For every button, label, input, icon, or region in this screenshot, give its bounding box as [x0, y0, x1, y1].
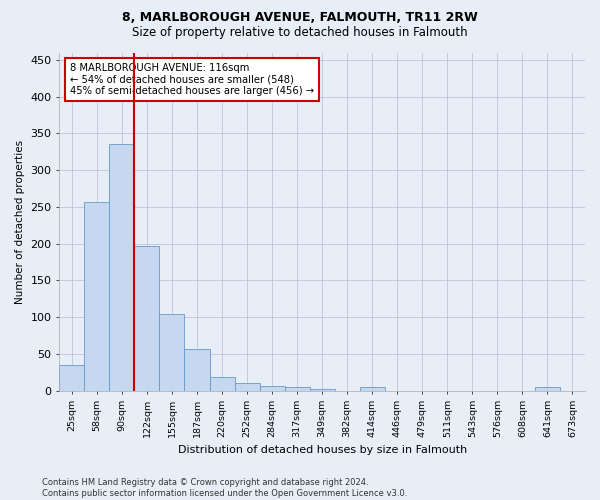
Bar: [59, 365, 85, 390]
Bar: [535, 387, 560, 390]
Text: Size of property relative to detached houses in Falmouth: Size of property relative to detached ho…: [132, 26, 468, 39]
Bar: [109, 144, 134, 390]
Bar: [209, 376, 235, 390]
Bar: [260, 386, 284, 390]
Bar: [160, 314, 184, 390]
Y-axis label: Number of detached properties: Number of detached properties: [15, 140, 25, 304]
Bar: [184, 349, 209, 391]
Bar: [134, 246, 160, 390]
Bar: [284, 387, 310, 390]
Bar: [360, 387, 385, 390]
Text: 8 MARLBOROUGH AVENUE: 116sqm
← 54% of detached houses are smaller (548)
45% of s: 8 MARLBOROUGH AVENUE: 116sqm ← 54% of de…: [70, 62, 314, 96]
Text: 8, MARLBOROUGH AVENUE, FALMOUTH, TR11 2RW: 8, MARLBOROUGH AVENUE, FALMOUTH, TR11 2R…: [122, 11, 478, 24]
X-axis label: Distribution of detached houses by size in Falmouth: Distribution of detached houses by size …: [178, 445, 467, 455]
Bar: [85, 202, 109, 390]
Bar: [235, 384, 260, 390]
Bar: [310, 389, 335, 390]
Text: Contains HM Land Registry data © Crown copyright and database right 2024.
Contai: Contains HM Land Registry data © Crown c…: [42, 478, 407, 498]
